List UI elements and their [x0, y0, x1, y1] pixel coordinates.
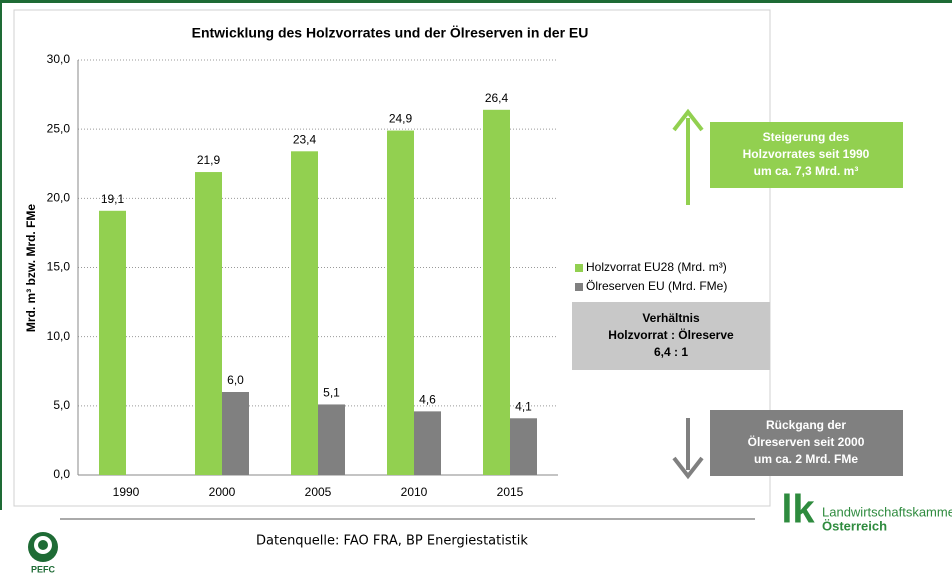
bar [387, 130, 414, 476]
x-tick-label: 2010 [401, 485, 428, 499]
down-arrow [672, 418, 704, 480]
data-label: 4,1 [515, 399, 532, 413]
y-tick-label: 5,0 [53, 398, 70, 412]
legend-swatch [575, 264, 583, 272]
increase-box [710, 122, 903, 188]
x-tick-label: 1990 [113, 485, 140, 499]
pefc-logo: PEFC [28, 532, 58, 574]
box-text: Verhältnis [642, 311, 700, 325]
x-tick-label: 2005 [305, 485, 332, 499]
bar [195, 172, 222, 476]
box-text: Ölreserven seit 2000 [748, 434, 865, 449]
x-tick-label: 2015 [497, 485, 524, 499]
decrease-box [710, 410, 903, 476]
data-label: 23,4 [293, 132, 317, 146]
x-tick-label: 2000 [209, 485, 236, 499]
bar [99, 210, 126, 476]
legend-label: Holzvorrat EU28 (Mrd. m³) [586, 260, 727, 274]
lk-mark: lk [781, 488, 815, 532]
chart-frame [13, 9, 771, 507]
ratio-box [572, 302, 770, 370]
lk-line2: Österreich [822, 518, 887, 533]
box-text: Holzvorrates seit 1990 [743, 147, 870, 161]
top-border [0, 0, 952, 3]
bar [291, 151, 318, 476]
bar [483, 109, 510, 476]
box-text: um ca. 2 Mrd. FMe [754, 452, 858, 466]
y-tick-label: 25,0 [47, 121, 71, 135]
y-axis-title: Mrd. m³ bzw. Mrd. FMe [24, 204, 38, 333]
data-label: 21,9 [197, 153, 221, 167]
bar [414, 411, 441, 475]
data-label: 26,4 [485, 91, 509, 105]
data-label: 19,1 [101, 192, 125, 206]
y-tick-label: 15,0 [47, 260, 71, 274]
legend-label: Ölreserven EU (Mrd. FMe) [586, 279, 727, 293]
bar [318, 404, 345, 475]
y-tick-label: 10,0 [47, 329, 71, 343]
box-text: um ca. 7,3 Mrd. m³ [754, 164, 859, 178]
pefc-text: PEFC [31, 564, 56, 574]
box-text: Steigerung des [763, 130, 850, 144]
data-label: 6,0 [227, 373, 244, 387]
box-text: Rückgang der [766, 418, 846, 432]
data-label: 24,9 [389, 112, 413, 126]
box-text: 6,4 : 1 [654, 345, 688, 359]
chart-title: Entwicklung des Holzvorrates und der Ölr… [192, 25, 589, 41]
y-tick-label: 20,0 [47, 191, 71, 205]
y-tick-label: 0,0 [53, 467, 70, 481]
legend-swatch [575, 283, 583, 291]
lk-line1: Landwirtschaftskammer [822, 504, 952, 519]
y-tick-label: 30,0 [47, 52, 71, 66]
up-arrow [672, 108, 704, 205]
bar [222, 392, 249, 475]
box-text: Holzvorrat : Ölreserve [608, 327, 734, 342]
bar [510, 418, 537, 475]
data-label: 5,1 [323, 386, 340, 400]
data-label: 4,6 [419, 393, 436, 407]
left-border [0, 0, 2, 510]
source: Datenquelle: FAO FRA, BP Energiestatisti… [256, 534, 528, 549]
